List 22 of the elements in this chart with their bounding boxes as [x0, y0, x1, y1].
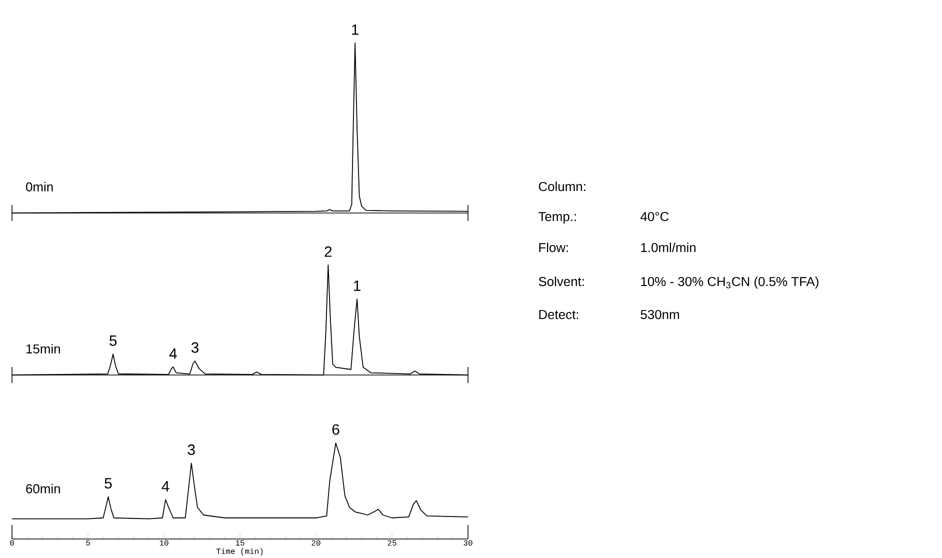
text: 0min: [26, 182, 53, 192]
text: Column:: [538, 182, 586, 192]
annotation: 4: [169, 348, 177, 359]
text: 15min: [26, 344, 60, 354]
text: 40°C: [640, 212, 669, 222]
annotation: 1: [354, 280, 360, 291]
text: 530nm: [640, 310, 679, 320]
text: Temp.:: [538, 212, 576, 224]
text: 60min: [26, 484, 60, 494]
text: 10% - 30% CH$_{3}$CN (0.5% TFA): [641, 276, 818, 289]
annotation: 3: [191, 342, 199, 353]
annotation: 4: [162, 481, 170, 492]
text: Detect:: [539, 310, 578, 320]
annotation: 1: [352, 24, 358, 35]
text: Solvent:: [538, 276, 584, 286]
text: Flow:: [539, 242, 568, 252]
annotation: 6: [332, 424, 340, 435]
annotation: 3: [188, 444, 195, 455]
annotation: 5: [104, 478, 112, 489]
annotation: 2: [324, 246, 332, 257]
annotation: 5: [110, 335, 117, 346]
text: 1.0ml/min: [641, 242, 696, 252]
